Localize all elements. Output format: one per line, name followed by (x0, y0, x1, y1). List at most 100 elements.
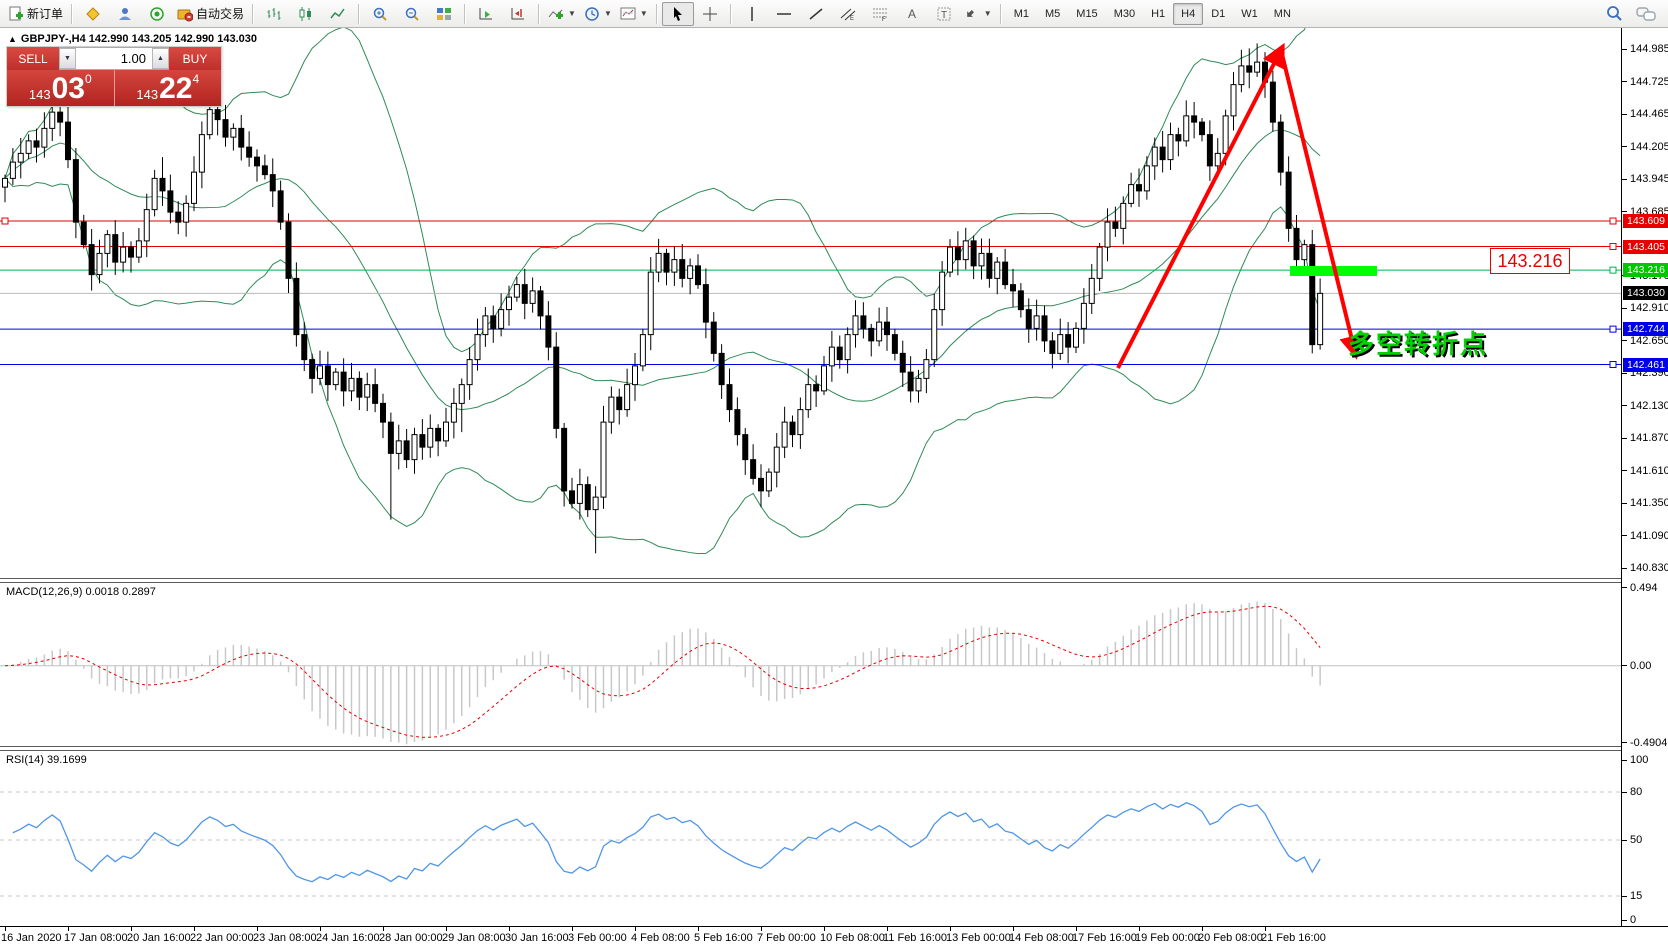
terminal-button[interactable] (109, 2, 141, 26)
axis-tick (1622, 146, 1627, 147)
time-tick (68, 927, 69, 931)
zoom-in-button[interactable] (364, 2, 396, 26)
vertical-line-icon (751, 6, 753, 21)
timeframe-button-m1[interactable]: M1 (1013, 7, 1029, 20)
volume-decrease-button[interactable]: ▼ (59, 48, 76, 69)
timeframe-button-h4[interactable]: H4 (1173, 2, 1204, 25)
timeframe-button-w1[interactable]: W1 (1241, 7, 1258, 20)
timeframe-group: M1 M5 M15 M30 H1 H4 D1 W1 MN (1006, 2, 1299, 25)
crosshair-tool-button[interactable] (694, 2, 726, 26)
axis-tick (1622, 307, 1627, 309)
templates-button[interactable]: ▼ (616, 2, 652, 26)
buy-price[interactable]: 143 22 4 (114, 70, 221, 106)
time-tick (635, 927, 636, 931)
sell-button[interactable]: SELL (7, 47, 59, 70)
axis-price-label: 140.830 (1630, 562, 1668, 575)
signal-icon (150, 6, 164, 21)
macd-pane[interactable]: MACD(12,26,9) 0.0018 0.2897 (0, 583, 1621, 746)
axis-tick (1622, 759, 1627, 761)
chat-button[interactable] (1630, 2, 1662, 26)
price-pane[interactable]: ▲ GBPJPY-,H4 142.990 143.205 142.990 143.… (0, 28, 1621, 578)
hline-tool-button[interactable] (768, 2, 800, 26)
autotrade-label: 自动交易 (196, 7, 245, 21)
sell-price-prefix: 143 (28, 87, 51, 102)
axis-price-badge: 143.609 (1623, 214, 1668, 228)
zoom-out-button[interactable] (396, 2, 428, 26)
line-handles[interactable] (1, 217, 1617, 368)
sell-price[interactable]: 143 03 0 (7, 70, 115, 106)
timeframe-button-mn[interactable]: MN (1273, 7, 1291, 20)
rsi-header: RSI(14) 39.1699 (6, 754, 87, 766)
line-chart-mode-button[interactable] (322, 2, 354, 26)
axis-price-label: 0.00 (1630, 659, 1652, 672)
axis-price-label: 141.870 (1630, 432, 1668, 445)
fibonacci-tool-button[interactable]: F (864, 2, 896, 26)
time-label: 3 Feb 00:00 (568, 932, 627, 944)
time-tick (5, 927, 6, 931)
time-label: 30 Jan 16:00 (505, 932, 569, 944)
time-label: 14 Feb 08:00 (1009, 932, 1074, 944)
time-label: 19 Feb 00:00 (1135, 932, 1200, 944)
axis-price-label: 142.650 (1630, 334, 1668, 347)
time-label: 5 Feb 16:00 (694, 932, 753, 944)
timeframe-button-m5[interactable]: M5 (1045, 7, 1061, 20)
channel-tool-button[interactable]: E (832, 2, 864, 26)
chart-shift-button[interactable] (502, 2, 534, 26)
rsi-pane[interactable]: RSI(14) 39.1699 (0, 751, 1621, 926)
autotrade-icon (177, 9, 194, 21)
indicators-button[interactable]: ▼ (544, 2, 580, 26)
text-label-tool-button[interactable]: T (928, 2, 960, 26)
axis-tick (1622, 535, 1627, 537)
bar-chart-icon (267, 7, 281, 20)
separator (252, 3, 255, 24)
svg-text:E: E (850, 16, 854, 22)
timeframe-button-m15[interactable]: M15 (1076, 7, 1098, 20)
search-button[interactable] (1598, 2, 1630, 26)
collapse-panel-icon[interactable]: ▲ (8, 34, 17, 44)
arrows-tool-button[interactable]: ▼ (960, 2, 996, 26)
shapes-icon (966, 9, 974, 17)
auto-scroll-button[interactable] (470, 2, 502, 26)
pane-splitter[interactable] (0, 578, 1668, 579)
timeframe-button-d1[interactable]: D1 (1211, 7, 1226, 20)
axis-tick (1622, 895, 1627, 897)
time-label: 16 Jan 2020 (1, 932, 62, 944)
text-icon: A (908, 7, 916, 21)
timeframe-button-m30[interactable]: M30 (1113, 7, 1136, 20)
volume-increase-button[interactable]: ▲ (152, 48, 169, 69)
timeframe-button-h1[interactable]: H1 (1151, 7, 1166, 20)
price-callout-box: 143.216 (1490, 248, 1570, 274)
bar-chart-mode-button[interactable] (258, 2, 290, 26)
buy-button[interactable]: BUY (169, 47, 221, 70)
axis-tick (1622, 340, 1627, 342)
autotrade-button[interactable]: 自动交易 (173, 2, 248, 26)
volume-input[interactable] (76, 48, 152, 69)
time-label: 29 Jan 08:00 (442, 932, 506, 944)
candle-chart-mode-button[interactable] (290, 2, 322, 26)
new-order-button[interactable]: 新订单 (4, 2, 67, 26)
time-label: 17 Feb 16:00 (1072, 932, 1137, 944)
vline-tool-button[interactable] (736, 2, 768, 26)
text-tool-button[interactable]: A (896, 2, 928, 26)
volume-stepper: ▼ ▲ (59, 47, 169, 70)
profile-icon (119, 7, 132, 20)
pane-splitter[interactable] (0, 746, 1668, 747)
chevron-down-icon: ▼ (568, 9, 576, 18)
chevron-down-icon: ▼ (639, 9, 648, 18)
tile-windows-button[interactable] (428, 2, 460, 26)
periods-button[interactable]: ▼ (580, 2, 616, 26)
price-axis[interactable]: 144.985 144.725 144.465 144.205 143.945 143.6… (1621, 28, 1668, 946)
market-watch-button[interactable] (77, 2, 109, 26)
axis-tick (1622, 470, 1627, 472)
axis-price-label: 144.985 (1630, 43, 1668, 55)
cursor-tool-button[interactable] (661, 1, 694, 26)
time-axis[interactable]: 16 Jan 2020 17 Jan 08:00 20 Jan 16:00 22 Ja… (0, 926, 1668, 947)
candlesticks (2, 43, 1324, 554)
axis-price-label: 143.945 (1630, 173, 1668, 185)
trendline-tool-button[interactable] (800, 2, 832, 26)
symbol-header: ▲ GBPJPY-,H4 142.990 143.205 142.990 143.… (8, 33, 257, 45)
signals-button[interactable] (141, 2, 173, 26)
axis-price-badge: 143.405 (1623, 239, 1668, 254)
zoom-in-icon (373, 7, 387, 21)
trend-arrow[interactable] (1116, 42, 1363, 369)
